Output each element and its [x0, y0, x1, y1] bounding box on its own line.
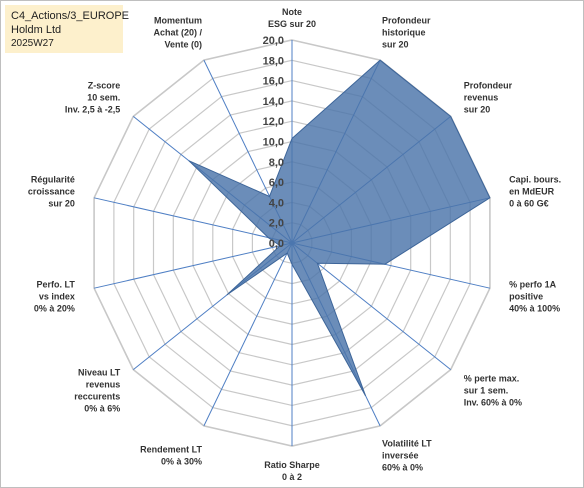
series-area	[188, 59, 491, 396]
axis-label-line: 60% à 0%	[382, 463, 423, 473]
axis-label-line: Volatilité LT	[382, 439, 432, 449]
axis-label-line: 0% à 6%	[84, 404, 120, 414]
axis-label-line: croissance	[28, 187, 75, 197]
axis-label-line: Perfo. LT	[37, 279, 76, 289]
axis-label: Capi. bours. en MdEUR 0 à 60 G€	[509, 175, 561, 209]
axis-label-line: Niveau LT	[78, 368, 121, 378]
radar-spoke	[291, 242, 452, 370]
axis-label-line: Capi. bours.	[509, 175, 561, 185]
header-line-2: Holdm Ltd	[11, 24, 62, 36]
radar-axis-labels: Note ESG sur 20 Profondeur historique sur 20…	[28, 7, 561, 482]
axis-label-line: inversée	[382, 451, 419, 461]
axis-label-line: ESG sur 20	[268, 19, 316, 29]
tick-label: 16,0	[263, 76, 284, 88]
axis-label-line: Rendement LT	[140, 445, 202, 455]
tick-label: 4,0	[269, 197, 284, 209]
axis-label: Régularité croissance sur 20	[28, 175, 75, 209]
tick-label: 8,0	[269, 157, 284, 169]
axis-label-line: revenus	[86, 380, 121, 390]
radar-spoke	[93, 197, 293, 244]
axis-label: Profondeur revenus sur 20	[464, 81, 513, 115]
axis-label-line: positive	[509, 291, 543, 301]
chart-header-box: C4_Actions/3_EUROPE Holdm Ltd 2025W27	[5, 5, 129, 53]
axis-label-line: 40% à 100%	[509, 303, 560, 313]
header-line-3: 2025W27	[11, 38, 54, 49]
axis-label-line: Ratio Sharpe	[264, 460, 320, 470]
axis-label-line: % perfo 1A	[509, 279, 557, 289]
axis-label-line: 0 à 60 G€	[509, 199, 549, 209]
tick-label: 10,0	[263, 137, 284, 149]
tick-label: 2,0	[269, 218, 284, 230]
axis-label-line: sur 20	[464, 105, 491, 115]
axis-label-line: Achat (20) /	[153, 27, 202, 37]
axis-label: Profondeur historique sur 20	[382, 15, 431, 49]
tick-label: 20,0	[263, 35, 284, 47]
axis-label-line: Z-score	[88, 81, 121, 91]
axis-label-line: revenus	[464, 93, 499, 103]
axis-label-line: Momentum	[154, 15, 202, 25]
axis-label-line: sur 20	[382, 39, 409, 49]
axis-label: Perfo. LT vs index 0% à 20%	[34, 279, 76, 313]
axis-label-line: Inv. 60% à 0%	[464, 398, 522, 408]
axis-label-line: reccurents	[74, 392, 120, 402]
axis-label-line: sur 1 sem.	[464, 386, 509, 396]
tick-label: 6,0	[269, 177, 284, 189]
axis-label-line: historique	[382, 27, 426, 37]
axis-label-line: % perte max.	[464, 374, 520, 384]
radar-series-area	[188, 59, 491, 396]
tick-label: 0,0	[269, 238, 284, 250]
axis-label-line: Profondeur	[382, 15, 431, 25]
axis-label: % perfo 1A positive 40% à 100%	[509, 279, 560, 313]
axis-label-line: Profondeur	[464, 81, 513, 91]
tick-label: 18,0	[263, 55, 284, 67]
tick-label: 12,0	[263, 116, 284, 128]
header-line-1: C4_Actions/3_EUROPE	[11, 10, 129, 22]
axis-label-line: 10 sem.	[87, 93, 120, 103]
axis-label-line: Inv. 2,5 à -2,5	[65, 105, 120, 115]
axis-label-line: 0% à 20%	[34, 303, 75, 313]
radar-spoke	[203, 242, 293, 427]
radar-tick-labels: 0,0 2,0 4,0 6,0 8,0 10,0 12,0 14,0 16,0 18,0 20,0	[263, 35, 284, 250]
axis-label: Z-score 10 sem. Inv. 2,5 à -2,5	[65, 81, 120, 115]
axis-label: Niveau LT revenus reccurents 0% à 6%	[74, 368, 121, 414]
tick-label: 14,0	[263, 96, 284, 108]
axis-label: Volatilité LT inversée 60% à 0%	[382, 439, 432, 473]
axis-label: Note ESG sur 20	[268, 7, 316, 29]
axis-label: Momentum Achat (20) / Vente (0)	[153, 15, 202, 49]
radar-spoke	[93, 242, 293, 289]
axis-label-line: en MdEUR	[509, 187, 555, 197]
axis-label: Rendement LT 0% à 30%	[140, 445, 202, 467]
axis-label-line: 0 à 2	[282, 472, 302, 482]
axis-label-line: Régularité	[31, 175, 75, 185]
axis-label-line: Note	[282, 7, 302, 17]
axis-label: Ratio Sharpe 0 à 2	[264, 460, 320, 482]
axis-label-line: sur 20	[48, 199, 75, 209]
axis-label: % perte max. sur 1 sem. Inv. 60% à 0%	[464, 374, 522, 408]
axis-label-line: 0% à 30%	[161, 457, 202, 467]
axis-label-line: vs index	[39, 291, 75, 301]
axis-label-line: Vente (0)	[164, 39, 202, 49]
